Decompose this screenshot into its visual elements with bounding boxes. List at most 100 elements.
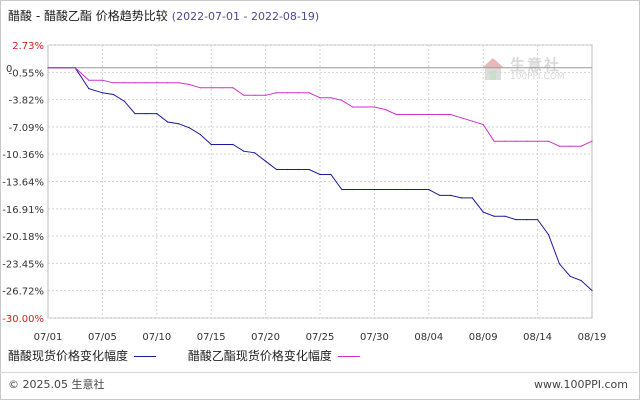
series-point: [417, 113, 419, 116]
series-point: [537, 140, 539, 142]
y-tick-label: -16.91%: [2, 205, 44, 216]
series-point: [221, 87, 223, 89]
series-point: [308, 168, 310, 171]
legend-item-acetic-acid: 醋酸现货价格变化幅度: [8, 348, 157, 364]
series-point: [515, 219, 517, 221]
series-point: [210, 87, 212, 89]
series-point: [526, 219, 528, 221]
y-tick-label: -0.55%: [9, 68, 44, 79]
series-point: [297, 168, 299, 171]
series-point: [123, 82, 125, 84]
series-point: [254, 94, 256, 96]
footer: © 2025.05 生意社 www.100PPI.com: [0, 372, 638, 399]
series-point: [591, 289, 593, 292]
x-tick-label: 07/01: [34, 332, 63, 343]
series-point: [515, 140, 517, 142]
y-tick-label: -23.45%: [2, 259, 44, 270]
series-point: [504, 140, 506, 142]
series-point: [493, 215, 495, 217]
series-point: [352, 106, 354, 108]
house-logo-icon: [482, 58, 504, 80]
x-tick-label: 08/09: [469, 332, 498, 343]
series-point: [319, 97, 321, 99]
x-tick-label: 07/30: [360, 332, 389, 343]
legend-label-acetic-acid: 醋酸现货价格变化幅度: [8, 349, 129, 363]
series-point: [482, 123, 484, 126]
series-point: [112, 82, 114, 84]
series-point: [547, 140, 550, 142]
series-point: [406, 113, 408, 116]
series-point: [591, 140, 593, 142]
series-point: [199, 87, 201, 89]
series-point: [428, 188, 430, 191]
series-point: [178, 123, 180, 125]
series-point: [101, 92, 103, 94]
series-point: [134, 113, 136, 115]
series-point: [232, 87, 234, 89]
series-point: [460, 197, 462, 199]
series-point: [439, 113, 441, 116]
series-point: [504, 215, 506, 217]
x-tick-label: 07/20: [251, 332, 280, 343]
series-point: [439, 194, 441, 196]
series-point: [275, 168, 278, 171]
series-point: [134, 82, 136, 84]
series-point: [341, 99, 343, 101]
series-point: [167, 121, 169, 123]
series-point: [156, 82, 158, 84]
x-tick-label: 08/14: [523, 332, 552, 343]
series-point: [286, 92, 288, 94]
series-point: [297, 92, 299, 94]
series-point: [167, 82, 169, 84]
series-point: [373, 106, 375, 108]
footer-copyright: © 2025.05 生意社: [8, 378, 105, 391]
series-point: [450, 194, 452, 196]
series-point: [156, 113, 158, 115]
series-point: [352, 188, 354, 191]
series-point: [199, 133, 201, 136]
series-point: [88, 79, 90, 81]
series-point: [526, 140, 528, 142]
series-point: [460, 117, 462, 119]
series-point: [101, 79, 103, 81]
legend-label-ethyl-acetate: 醋酸乙酯现货价格变化幅度: [187, 349, 332, 363]
series-point: [482, 211, 484, 213]
series-point: [547, 234, 550, 236]
y-tick-label: -7.09%: [9, 123, 44, 134]
series-point: [275, 92, 278, 94]
series-point: [243, 150, 245, 152]
series-point: [395, 188, 397, 191]
footer-site-link[interactable]: www.100PPI.com: [534, 378, 628, 391]
series-point: [341, 188, 343, 191]
series-point: [580, 279, 582, 282]
series-point: [210, 143, 212, 146]
x-tick-label: 07/15: [197, 332, 226, 343]
x-tick-label: 08/04: [414, 332, 443, 343]
x-tick-label: 07/05: [88, 332, 117, 343]
series-point: [569, 145, 571, 147]
series-point: [580, 145, 582, 147]
y-tick-label: -3.82%: [9, 96, 44, 107]
y-tick-label: 0: [6, 64, 12, 75]
chart-title-text: 醋酸 - 醋酸乙酯 价格趋势比较: [8, 9, 168, 23]
series-point: [493, 140, 495, 142]
y-tick-label: -10.36%: [2, 150, 44, 161]
series-point: [188, 83, 190, 86]
series-point: [362, 188, 365, 191]
series-point: [232, 143, 234, 146]
y-tick-label: -20.18%: [2, 232, 44, 243]
series-point: [145, 82, 147, 84]
y-tick-label: 2.73%: [12, 41, 44, 52]
series-point: [450, 113, 452, 116]
series-point: [537, 219, 539, 221]
series-point: [145, 113, 147, 115]
series-point: [406, 188, 408, 191]
series-point: [569, 275, 571, 277]
series-point: [471, 197, 473, 199]
series-point: [384, 188, 386, 191]
series-point: [471, 120, 473, 122]
series-point: [112, 93, 114, 96]
series-point: [221, 143, 223, 146]
series-point: [188, 127, 190, 129]
